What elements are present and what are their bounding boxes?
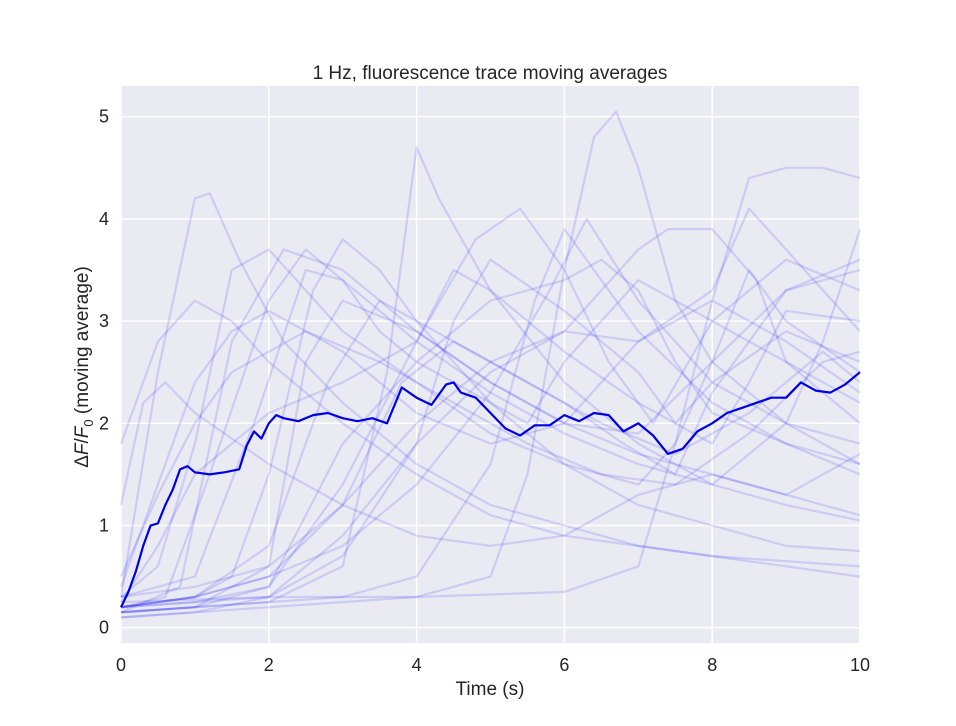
trace-line-4 [120, 166, 861, 604]
x-tick-label-0: 0 [116, 655, 126, 675]
y-axis-title: ΔF/F0 (moving average) [72, 266, 96, 468]
trace-line-17 [120, 228, 861, 619]
x-tick-labels: 0 2 4 6 8 10 [116, 655, 870, 675]
grid-lines [120, 86, 861, 643]
chart-title: 1 Hz, fluorescence trace moving averages [313, 63, 668, 84]
trace-line-15 [120, 258, 861, 609]
trace-line-5 [119, 299, 861, 568]
trace-line-12 [120, 258, 861, 609]
trace-line-20 [119, 330, 861, 578]
y-axis-subscript: 0 [81, 419, 96, 426]
trace-line-9 [120, 258, 861, 609]
y-tick-label-3: 3 [99, 311, 109, 331]
trace-line-16 [119, 381, 861, 547]
trace-line-2 [120, 146, 861, 614]
trace-line-7 [120, 207, 861, 614]
y-tick-label-0: 0 [99, 618, 109, 638]
y-tick-label-2: 2 [99, 413, 109, 433]
x-axis-title: Time (s) [456, 679, 525, 700]
trace-line-0 [119, 192, 861, 598]
trace-line-6 [120, 248, 861, 609]
trace-line-23 [120, 340, 861, 609]
y-axis-f0: F [72, 425, 93, 438]
trace-lines [119, 110, 862, 619]
y-tick-label-5: 5 [99, 107, 109, 127]
trace-line-14 [120, 228, 862, 599]
trace-line-1 [120, 238, 861, 609]
trace-line-11 [120, 228, 861, 614]
y-tick-label-4: 4 [99, 209, 109, 229]
y-axis-slash: / [72, 437, 93, 443]
trace-line-19 [120, 217, 861, 609]
plot-background [121, 86, 860, 643]
y-tick-labels: 0 1 2 3 4 5 [99, 107, 109, 638]
y-axis-delta: Δ [72, 455, 93, 468]
x-tick-label-5: 10 [850, 655, 870, 675]
x-tick-label-1: 2 [264, 655, 274, 675]
y-axis-f: F [72, 442, 93, 455]
x-tick-label-3: 6 [559, 655, 569, 675]
x-tick-label-2: 4 [412, 655, 422, 675]
trace-line-3 [120, 110, 861, 619]
trace-line-22 [120, 248, 861, 614]
trace-line-21 [120, 207, 861, 599]
y-tick-label-1: 1 [99, 515, 109, 535]
mean-trace-line [120, 371, 861, 608]
y-axis-unit: (moving average) [72, 266, 93, 419]
mean-line-group [120, 371, 861, 608]
trace-line-8 [120, 248, 861, 598]
trace-line-13 [120, 268, 861, 603]
trace-line-18 [120, 268, 861, 614]
x-tick-label-4: 8 [707, 655, 717, 675]
